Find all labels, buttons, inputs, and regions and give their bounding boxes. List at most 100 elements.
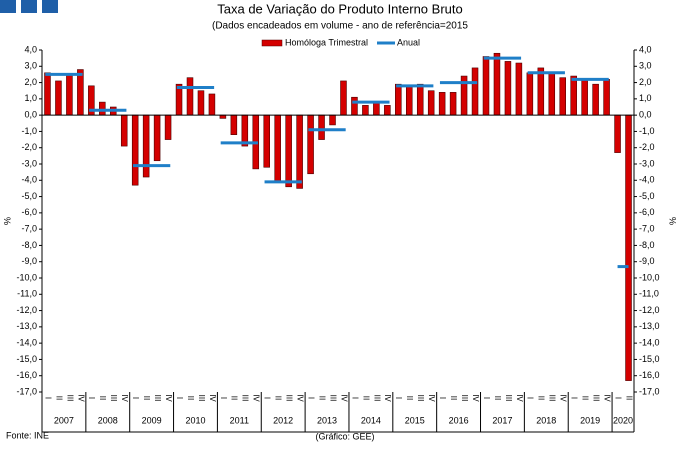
- y-tick-label: -13,0: [16, 321, 37, 331]
- x-tick-label: IV: [383, 394, 392, 402]
- x-tick-label: IV: [208, 394, 217, 402]
- bar: [625, 114, 632, 381]
- x-tick-label: III: [197, 395, 206, 402]
- x-tick-label: I: [438, 397, 447, 399]
- y2-tick-label: -12,0: [639, 305, 660, 315]
- y2-tick-label: 1,0: [639, 93, 652, 103]
- y2-tick-label: -15,0: [639, 354, 660, 364]
- x-tick-label: II: [405, 396, 414, 400]
- x-tick-label: II: [98, 396, 107, 400]
- bar: [504, 61, 512, 116]
- bar: [482, 56, 490, 116]
- bar: [142, 114, 150, 178]
- x-tick-label: II: [54, 396, 63, 400]
- bar: [384, 105, 391, 116]
- y-tick-label: -12,0: [16, 305, 37, 315]
- x-tick-label: IV: [76, 394, 85, 402]
- year-label: 2015: [405, 415, 425, 425]
- bar: [581, 79, 588, 116]
- y2-tick-label: -4,0: [639, 175, 655, 185]
- x-tick-label: III: [328, 395, 337, 402]
- x-tick-label: II: [537, 396, 546, 400]
- x-tick-label: II: [581, 396, 590, 400]
- y-tick-label: -11,0: [17, 289, 37, 299]
- bar: [493, 52, 501, 116]
- year-label: 2009: [142, 415, 162, 425]
- y-tick-label: -9,0: [21, 256, 37, 266]
- bar: [526, 72, 534, 116]
- x-tick-label: I: [570, 397, 579, 399]
- bar: [208, 93, 216, 116]
- bar: [274, 114, 281, 183]
- x-tick-label: I: [43, 397, 52, 399]
- y-tick-label: -7,0: [21, 224, 37, 234]
- x-tick-label: I: [131, 397, 140, 399]
- y2-tick-label: -2,0: [639, 142, 655, 152]
- x-tick-label: IV: [559, 394, 568, 402]
- y2-tick-label: -11,0: [639, 289, 659, 299]
- x-tick-label: IV: [252, 394, 261, 402]
- x-tick-label: IV: [120, 394, 129, 402]
- year-label: 2014: [361, 415, 381, 425]
- bar: [318, 114, 325, 140]
- source: Fonte: INE: [6, 430, 49, 440]
- year-label: 2018: [536, 415, 556, 425]
- x-tick-label: III: [592, 395, 601, 402]
- x-tick-label: II: [186, 396, 195, 400]
- bar: [449, 92, 457, 116]
- x-tick-label: I: [394, 397, 403, 399]
- y-tick-label: -5,0: [21, 191, 37, 201]
- x-tick-label: III: [460, 395, 469, 402]
- x-tick-label: I: [175, 397, 184, 399]
- y-tick-label: -6,0: [21, 207, 37, 217]
- bar: [296, 114, 303, 189]
- y2-tick-label: -14,0: [639, 338, 660, 348]
- x-tick-label: III: [109, 395, 118, 402]
- y-tick-label: -16,0: [16, 370, 37, 380]
- bar: [614, 114, 621, 153]
- y2-tick-label: -9,0: [639, 256, 655, 266]
- x-tick-label: III: [548, 395, 557, 402]
- bar: [131, 114, 139, 186]
- x-tick-label: I: [350, 397, 359, 399]
- year-label: 2007: [54, 415, 74, 425]
- y2-tick-label: -3,0: [639, 158, 655, 168]
- year-label: 2020: [613, 415, 633, 425]
- y-tick-label: -4,0: [21, 175, 37, 185]
- x-tick-label: II: [317, 396, 326, 400]
- bar: [395, 83, 402, 116]
- y-tick-label: 1,0: [24, 93, 37, 103]
- x-tick-label: II: [449, 396, 458, 400]
- legend-label: Homóloga Trimestral: [285, 37, 368, 47]
- logo-block: [21, 0, 37, 13]
- chart-subtitle: (Dados encadeados em volume - ano de ref…: [212, 21, 468, 32]
- bar: [120, 114, 128, 147]
- y-tick-label: 4,0: [24, 44, 37, 54]
- bar: [405, 85, 413, 116]
- logo-block: [42, 0, 58, 13]
- y2-tick-label: 0,0: [639, 110, 652, 120]
- x-tick-label: III: [285, 395, 294, 402]
- y-tick-label: -2,0: [21, 142, 37, 152]
- y2-axis-label: %: [668, 217, 678, 225]
- bar: [515, 62, 523, 116]
- y2-tick-label: -16,0: [639, 370, 660, 380]
- y-tick-label: -8,0: [21, 240, 37, 250]
- year-label: 2011: [230, 415, 249, 425]
- y2-tick-label: -5,0: [639, 191, 655, 201]
- x-tick-label: IV: [164, 394, 173, 402]
- y2-tick-label: -7,0: [639, 224, 655, 234]
- year-label: 2017: [492, 415, 512, 425]
- logo-block: [0, 0, 16, 13]
- bar: [164, 114, 172, 140]
- y2-tick-label: -8,0: [639, 240, 655, 250]
- x-tick-label: II: [493, 396, 502, 400]
- legend-swatch: [261, 39, 283, 47]
- year-label: 2013: [317, 415, 337, 425]
- y2-tick-label: -1,0: [639, 126, 655, 136]
- year-label: 2010: [185, 415, 205, 425]
- y-tick-label: 0,0: [24, 110, 37, 120]
- legend-label: Anual: [397, 37, 420, 47]
- x-tick-label: IV: [296, 394, 305, 402]
